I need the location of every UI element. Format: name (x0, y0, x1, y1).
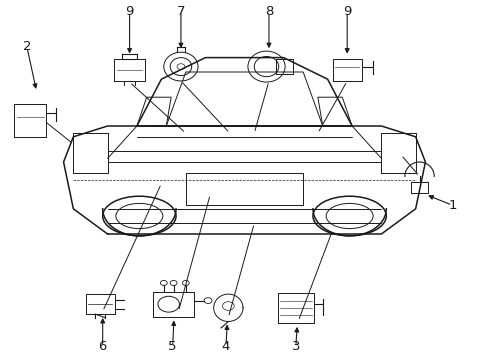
Text: 9: 9 (342, 5, 351, 18)
Ellipse shape (163, 52, 198, 81)
Text: 8: 8 (264, 5, 273, 18)
Text: 7: 7 (176, 5, 185, 18)
Text: 5: 5 (168, 340, 177, 353)
Ellipse shape (312, 196, 386, 236)
Text: 9: 9 (125, 5, 134, 18)
Text: 2: 2 (22, 40, 31, 53)
Text: 4: 4 (221, 340, 230, 353)
Ellipse shape (102, 196, 176, 236)
Ellipse shape (247, 51, 285, 82)
Text: 1: 1 (447, 199, 456, 212)
Text: 3: 3 (291, 340, 300, 353)
Text: 6: 6 (98, 340, 107, 353)
